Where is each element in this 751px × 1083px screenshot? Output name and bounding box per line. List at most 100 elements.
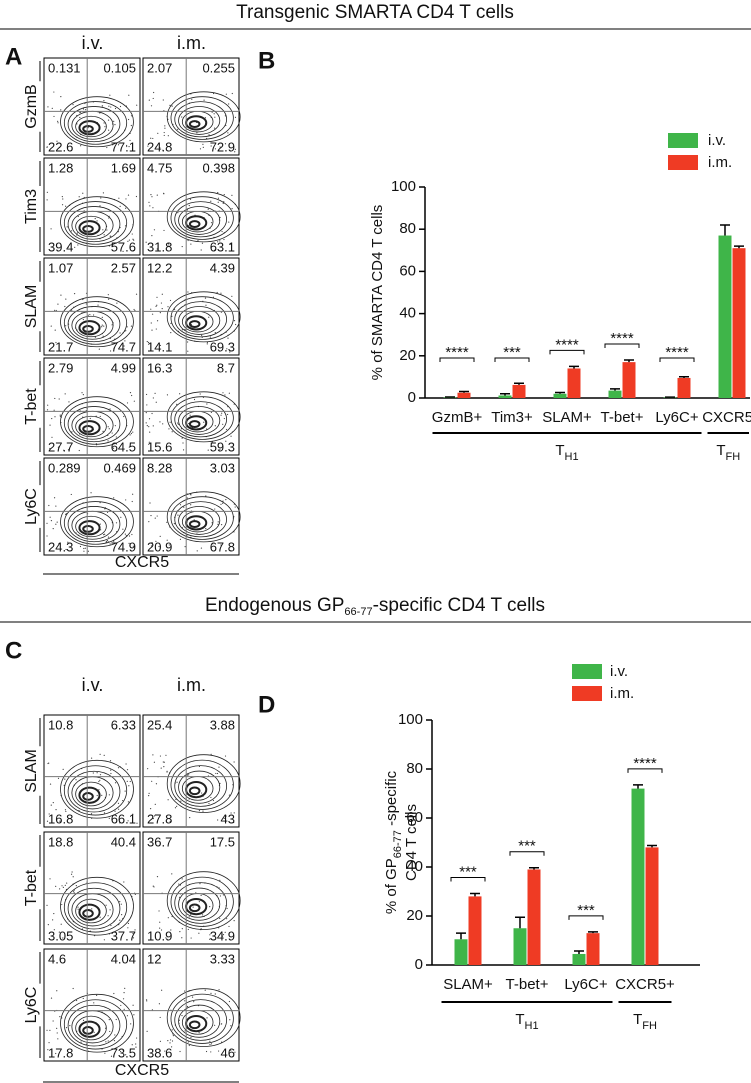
event-dot (234, 151, 236, 153)
event-dot (126, 1015, 129, 1017)
title-part: -specific CD4 T cells (373, 595, 545, 616)
event-dot (166, 539, 168, 541)
quadrant-value: 59.3 (210, 439, 235, 454)
contour (78, 903, 101, 921)
event-dot (153, 886, 155, 888)
event-dot (198, 1032, 200, 1034)
event-dot (153, 91, 155, 94)
event-dot (83, 547, 85, 550)
event-dot (158, 545, 160, 548)
event-dot (214, 425, 216, 427)
event-dot (217, 1050, 220, 1052)
x-tick-label: Ly6C+ (655, 409, 698, 426)
event-dot (166, 521, 168, 523)
event-dot (101, 316, 103, 318)
event-dot (110, 924, 112, 927)
event-dot (93, 1002, 95, 1004)
event-dot (111, 432, 113, 434)
significance-label: **** (445, 344, 469, 361)
event-dot (171, 105, 173, 107)
event-dot (105, 904, 107, 906)
event-dot (51, 107, 53, 109)
event-dot (149, 205, 151, 207)
event-dot (214, 1024, 216, 1026)
event-dot (55, 341, 57, 344)
event-dot (214, 993, 216, 995)
event-dot (214, 508, 216, 510)
event-dot (189, 816, 191, 819)
event-dot (47, 924, 49, 926)
event-dot (153, 229, 156, 231)
event-dot (176, 805, 178, 807)
event-dot (162, 761, 164, 763)
event-dot (204, 117, 206, 119)
event-dot (79, 112, 81, 114)
event-dot (133, 239, 135, 241)
contour (75, 781, 107, 807)
event-dot (204, 989, 206, 991)
event-dot (131, 233, 133, 235)
event-dot (203, 421, 205, 423)
event-dot (103, 534, 105, 536)
event-dot (148, 426, 150, 428)
bar (498, 395, 512, 398)
event-dot (158, 1048, 160, 1050)
event-dot (113, 347, 115, 349)
event-dot (115, 1018, 117, 1021)
quadrant-value: 37.7 (111, 928, 136, 943)
event-dot (109, 909, 111, 911)
event-dot (220, 1023, 222, 1025)
event-dot (132, 813, 134, 815)
quadrant-value: 0.469 (103, 460, 136, 475)
event-dot (228, 794, 231, 796)
event-dot (214, 249, 216, 251)
event-dot (46, 522, 48, 524)
event-dot (215, 772, 217, 775)
event-dot (108, 1019, 110, 1021)
quadrant-value: 67.8 (210, 539, 235, 554)
quadrant-value: 3.88 (210, 717, 235, 732)
event-dot (132, 431, 134, 433)
event-dot (93, 1031, 95, 1033)
event-dot (197, 240, 199, 242)
event-dot (123, 1008, 125, 1010)
panel-letter: C (5, 637, 22, 664)
event-dot (214, 116, 216, 118)
event-dot (155, 783, 158, 785)
event-dot (114, 107, 117, 110)
event-dot (133, 308, 135, 311)
event-dot (53, 912, 55, 915)
error-bar (529, 866, 539, 870)
quadrant-value: 0.289 (48, 460, 81, 475)
contour (188, 1020, 201, 1030)
event-dot (220, 414, 222, 416)
event-dot (151, 541, 153, 544)
event-dot (225, 93, 227, 95)
event-dot (170, 929, 172, 931)
quadrant-value: 1.69 (111, 160, 136, 175)
event-dot (70, 873, 73, 875)
event-dot (198, 901, 201, 903)
error-bar (574, 950, 584, 954)
event-dot (159, 535, 161, 537)
label-part: % of GP (383, 858, 400, 914)
significance-label: *** (503, 344, 521, 361)
contour (166, 191, 241, 243)
event-dot (128, 785, 130, 787)
contour (188, 120, 201, 128)
contour (166, 91, 241, 143)
event-dot (82, 997, 84, 1000)
significance-label: **** (665, 344, 689, 361)
event-dot (179, 538, 182, 540)
event-dot (99, 501, 101, 504)
event-dot (184, 328, 186, 331)
event-dot (228, 1000, 231, 1003)
event-dot (191, 98, 193, 100)
event-dot (73, 293, 76, 295)
event-dot (120, 903, 122, 905)
event-dot (169, 1042, 171, 1044)
event-dot (71, 309, 73, 311)
contour (82, 524, 94, 533)
event-dot (49, 783, 52, 785)
event-dot (179, 504, 182, 506)
